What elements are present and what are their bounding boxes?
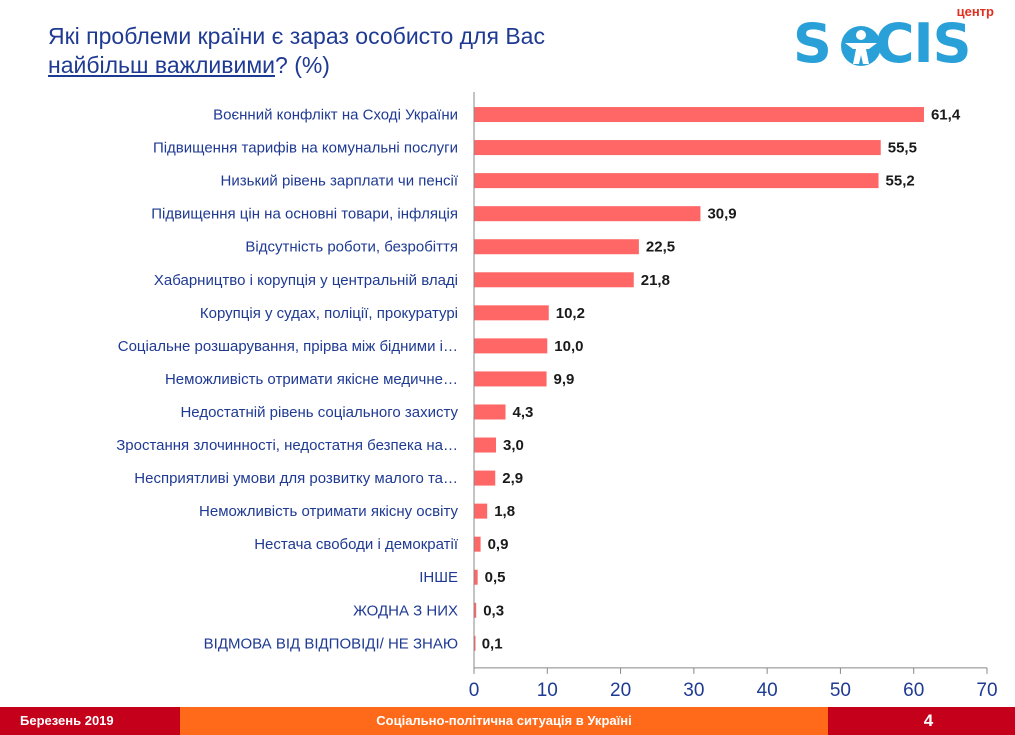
bar <box>474 470 496 486</box>
category-label: Низький рівень зарплати чи пенсії <box>221 173 459 190</box>
category-label: Корупція у судах, поліції, прокуратурі <box>200 305 458 322</box>
category-label: Відсутність роботи, безробіття <box>245 239 458 256</box>
value-label: 22,5 <box>646 239 675 256</box>
value-label: 30,9 <box>707 206 736 223</box>
category-label: Недостатній рівень соціального захисту <box>180 404 458 421</box>
x-tick-label: 70 <box>976 680 997 701</box>
value-label: 10,0 <box>554 338 583 355</box>
category-label: Зростання злочинності, недостатня безпек… <box>116 437 458 454</box>
x-tick-label: 10 <box>537 680 558 701</box>
value-label: 3,0 <box>503 437 524 454</box>
value-label: 55,2 <box>886 173 915 190</box>
bar <box>474 239 639 255</box>
bar <box>474 305 549 321</box>
category-label: Соціальне розшарування, прірва між бідни… <box>118 338 458 355</box>
footer-bar: Березень 2019 Соціально-політична ситуац… <box>0 707 1015 735</box>
value-label: 0,3 <box>483 602 504 619</box>
socis-logo: центр S CIS <box>793 4 1008 74</box>
category-label: ВІДМОВА ВІД ВІДПОВІДІ/ НЕ ЗНАЮ <box>204 635 458 652</box>
value-label: 9,9 <box>554 371 575 388</box>
bar <box>474 140 881 156</box>
category-label: Нестача свободи і демократії <box>254 536 459 553</box>
bar <box>474 206 701 222</box>
bar <box>474 437 496 453</box>
bar <box>474 635 476 651</box>
value-label: 21,8 <box>641 272 670 289</box>
footer-date: Березень 2019 <box>0 707 180 735</box>
bar <box>474 602 477 618</box>
value-label: 1,8 <box>494 503 515 520</box>
chart-title: Які проблеми країни є зараз особисто для… <box>48 22 545 80</box>
value-label: 4,3 <box>513 404 534 421</box>
category-label: Несприятливі умови для розвитку малого т… <box>134 470 458 487</box>
logo-figure-icon <box>841 26 881 66</box>
page-number: 4 <box>828 707 1015 735</box>
value-label: 61,4 <box>931 107 961 124</box>
value-label: 55,5 <box>888 140 917 157</box>
category-label: Неможливість отримати якісне медичне… <box>165 371 458 388</box>
x-tick-label: 40 <box>757 680 778 701</box>
value-label: 0,1 <box>482 635 503 652</box>
title-suffix: ? (%) <box>275 52 330 78</box>
bar <box>474 404 506 420</box>
bar <box>474 173 879 189</box>
bar <box>474 272 634 288</box>
value-label: 0,9 <box>488 536 509 553</box>
x-tick-label: 50 <box>830 680 851 701</box>
category-label: ЖОДНА З НИХ <box>353 602 458 619</box>
value-label: 2,9 <box>502 470 523 487</box>
logo-wordmark: S CIS <box>793 12 972 75</box>
title-line-1: Які проблеми країни є зараз особисто для… <box>48 23 545 49</box>
footer-subtitle: Соціально-політична ситуація в Україні <box>180 707 828 735</box>
value-label: 0,5 <box>485 569 506 586</box>
category-label: Підвищення тарифів на комунальні послуги <box>153 140 458 157</box>
x-tick-label: 60 <box>903 680 924 701</box>
category-label: Хабарництво і корупція у центральній вла… <box>154 272 458 289</box>
title-line-2: найбільш важливими? (%) <box>48 51 545 80</box>
logo-top-text: центр <box>956 4 994 19</box>
bar <box>474 536 481 552</box>
category-label: ІНШЕ <box>419 569 458 586</box>
bar <box>474 338 548 354</box>
category-label: Воєнний конфлікт на Сході України <box>213 107 458 124</box>
bar <box>474 107 924 123</box>
title-underlined: найбільш важливими <box>48 52 276 78</box>
x-tick-label: 30 <box>683 680 704 701</box>
bar <box>474 371 547 387</box>
value-label: 10,2 <box>556 305 585 322</box>
bar <box>474 569 478 585</box>
x-tick-label: 20 <box>610 680 631 701</box>
category-label: Неможливість отримати якісну освіту <box>199 503 458 520</box>
category-label: Підвищення цін на основні товари, інфляц… <box>151 206 458 223</box>
x-tick-label: 0 <box>469 680 480 701</box>
bar-chart: Воєнний конфлікт на Сході України 61,4 Під… <box>116 92 998 701</box>
bar <box>474 503 488 519</box>
